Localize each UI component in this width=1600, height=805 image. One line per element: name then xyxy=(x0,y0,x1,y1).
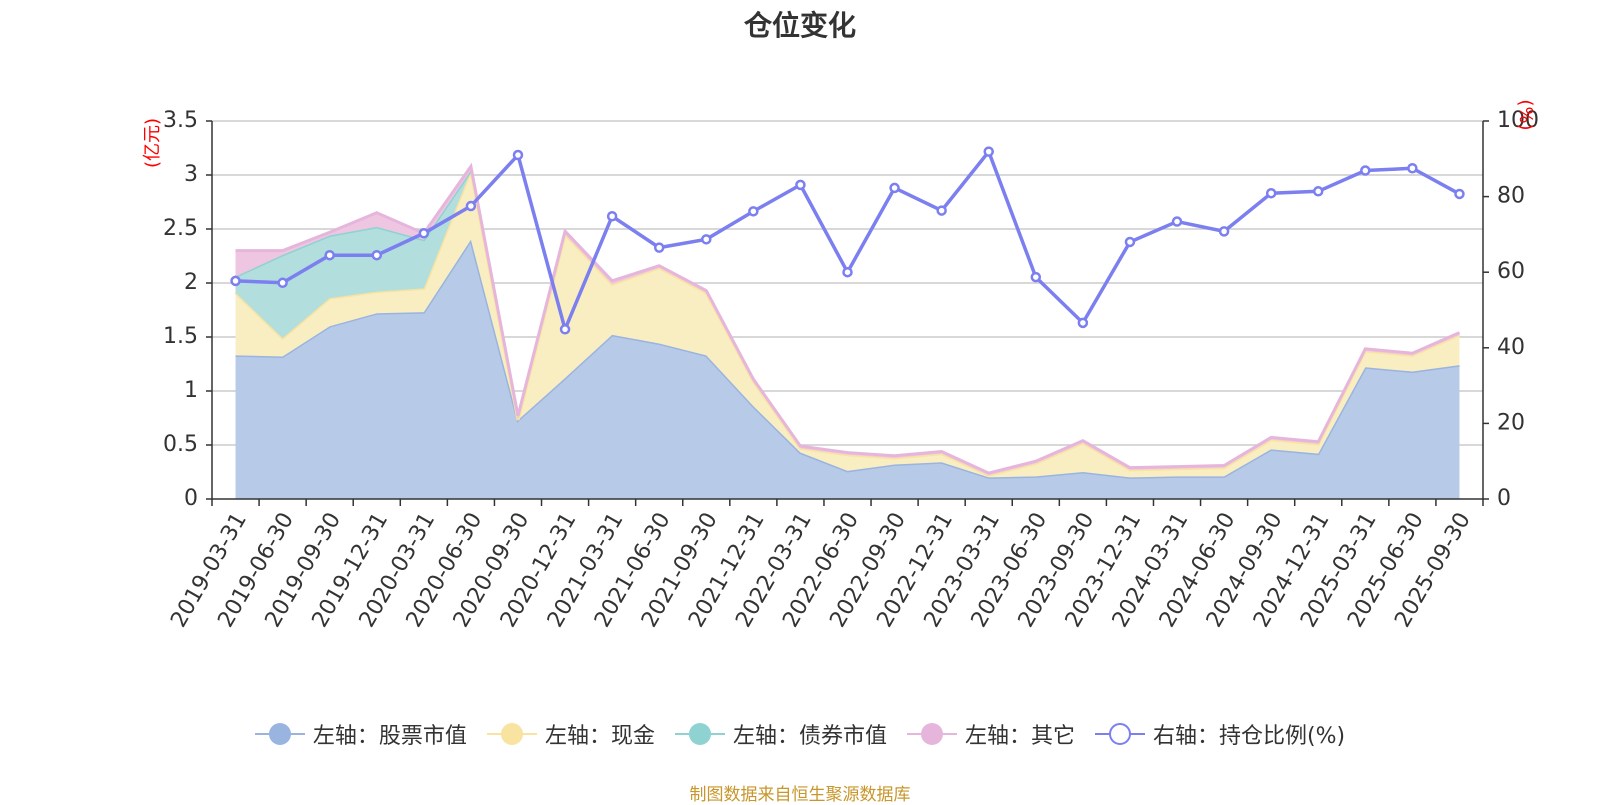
holding-ratio-point[interactable] xyxy=(1077,317,1089,329)
legend-item[interactable]: 左轴：现金 xyxy=(486,718,655,750)
right-axis-tick-label: 60 xyxy=(1497,259,1525,284)
legend-swatch-icon xyxy=(1094,721,1145,747)
legend-swatch-icon xyxy=(254,721,305,747)
legend: 左轴：股票市值 左轴：现金 左轴：债券市值 左轴：其它 右轴：持仓比例(%) xyxy=(0,718,1600,750)
holding-ratio-point[interactable] xyxy=(512,149,524,161)
holding-ratio-point[interactable] xyxy=(653,242,665,253)
area-0 xyxy=(235,239,1460,500)
holding-ratio-point[interactable] xyxy=(230,275,241,287)
legend-swatch-icon xyxy=(906,721,957,747)
stacked-areas xyxy=(234,162,1461,500)
holding-ratio-point[interactable] xyxy=(1312,186,1324,197)
legend-swatch-icon xyxy=(674,721,725,747)
holding-ratio-point[interactable] xyxy=(1030,271,1042,283)
holding-ratio-point[interactable] xyxy=(842,266,853,278)
holding-ratio-point[interactable] xyxy=(606,211,618,222)
holding-ratio-point[interactable] xyxy=(418,228,430,239)
holding-ratio-point[interactable] xyxy=(1265,187,1277,199)
right-axis-unit: (%) xyxy=(1515,99,1536,130)
left-axis-tick-label: 1 xyxy=(184,378,198,403)
right-axis-tick-label: 40 xyxy=(1497,335,1525,360)
right-axis-tick-label: 80 xyxy=(1497,184,1525,209)
legend-label: 左轴：其它 xyxy=(964,724,1075,749)
holding-ratio-point[interactable] xyxy=(277,277,288,289)
legend-item[interactable]: 左轴：股票市值 xyxy=(254,718,467,750)
left-axis-tick-label: 3 xyxy=(184,162,198,187)
legend-label: 左轴：现金 xyxy=(544,724,655,749)
holding-ratio-point[interactable] xyxy=(701,234,712,245)
holding-ratio-point[interactable] xyxy=(983,146,994,157)
ratio-line xyxy=(230,146,1465,335)
left-axis-tick-label: 2 xyxy=(184,270,198,295)
holding-ratio-point[interactable] xyxy=(1407,163,1418,174)
left-axis-unit: (亿元) xyxy=(142,118,163,168)
legend-item[interactable]: 左轴：其它 xyxy=(906,718,1075,750)
right-axis-tick-label: 0 xyxy=(1497,486,1511,511)
right-axis-tick-label: 20 xyxy=(1497,410,1525,435)
left-axis-tick-label: 2.5 xyxy=(163,216,198,241)
legend-swatch-icon xyxy=(486,721,537,747)
legend-item[interactable]: 右轴：持仓比例(%) xyxy=(1094,718,1346,750)
legend-item[interactable]: 左轴：债券市值 xyxy=(674,718,887,750)
holding-ratio-point[interactable] xyxy=(936,205,947,216)
holding-ratio-point[interactable] xyxy=(1360,165,1371,176)
holding-ratio-point[interactable] xyxy=(1454,188,1465,200)
holding-ratio-point[interactable] xyxy=(465,200,477,212)
left-axis-tick-label: 1.5 xyxy=(163,324,198,349)
source-note: 制图数据来自恒生聚源数据库 xyxy=(689,785,911,805)
left-axis-tick-label: 0 xyxy=(184,486,198,511)
left-axis-tick-label: 0.5 xyxy=(163,432,198,457)
chart-title: 仓位变化 xyxy=(743,9,856,42)
left-axis-tick-label: 3.5 xyxy=(163,108,198,133)
holding-ratio-point[interactable] xyxy=(889,182,900,194)
holding-ratio-point[interactable] xyxy=(748,206,759,217)
holding-ratio-point[interactable] xyxy=(371,249,383,261)
right-axis-tick-label: 100 xyxy=(1497,108,1539,133)
holding-ratio-point[interactable] xyxy=(795,179,806,191)
holding-ratio-point[interactable] xyxy=(1218,226,1230,237)
holding-ratio-point[interactable] xyxy=(324,249,335,261)
holding-ratio-point[interactable] xyxy=(1124,236,1136,248)
legend-label: 右轴：持仓比例(%) xyxy=(1152,724,1346,749)
legend-label: 左轴：股票市值 xyxy=(312,724,467,749)
holding-ratio-point[interactable] xyxy=(559,324,571,335)
holding-ratio-point[interactable] xyxy=(1171,216,1183,227)
legend-label: 左轴：债券市值 xyxy=(732,724,887,749)
area-edge-3 xyxy=(235,162,1461,475)
